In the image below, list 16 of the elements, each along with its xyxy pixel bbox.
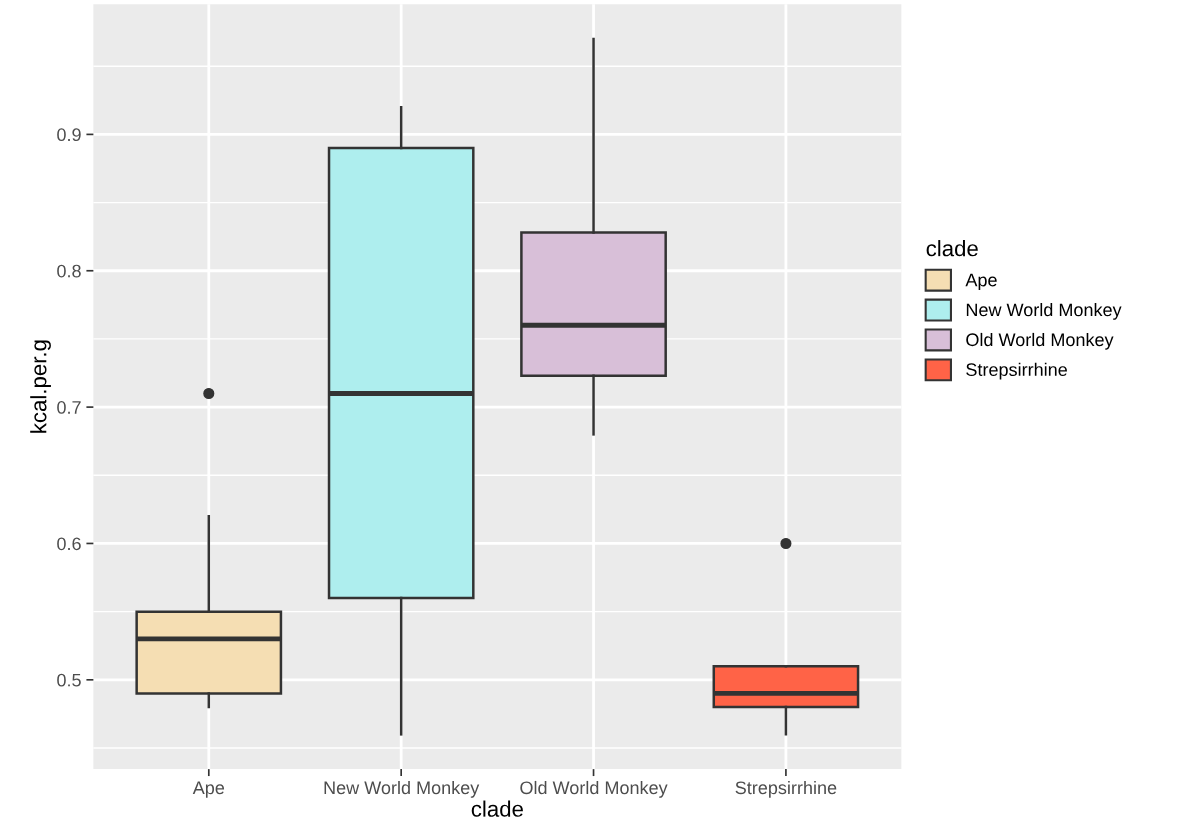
x-tick-label: New World Monkey bbox=[324, 780, 480, 798]
x-axis-title: clade bbox=[471, 800, 523, 817]
y-tick-label: 0.7 bbox=[57, 401, 81, 414]
y-tick-label: 0.8 bbox=[57, 264, 81, 278]
y-tick-label: 0.6 bbox=[57, 537, 81, 551]
legend-label: Strepsirrhine bbox=[966, 362, 1067, 380]
x-tick-label: Strepsirrhine bbox=[735, 780, 837, 798]
y-tick-label: 0.5 bbox=[57, 673, 81, 687]
legend-title: clade bbox=[926, 240, 978, 257]
legend-label: New World Monkey bbox=[966, 303, 1122, 320]
legend-label: Ape bbox=[965, 273, 997, 290]
x-tick-label: Ape bbox=[192, 781, 225, 798]
y-axis-title: kcal.per.g bbox=[30, 340, 51, 433]
y-tick-label: 0.9 bbox=[57, 128, 81, 142]
legend-label: Old World Monkey bbox=[966, 332, 1114, 350]
x-tick-label: Old World Monkey bbox=[520, 780, 668, 798]
